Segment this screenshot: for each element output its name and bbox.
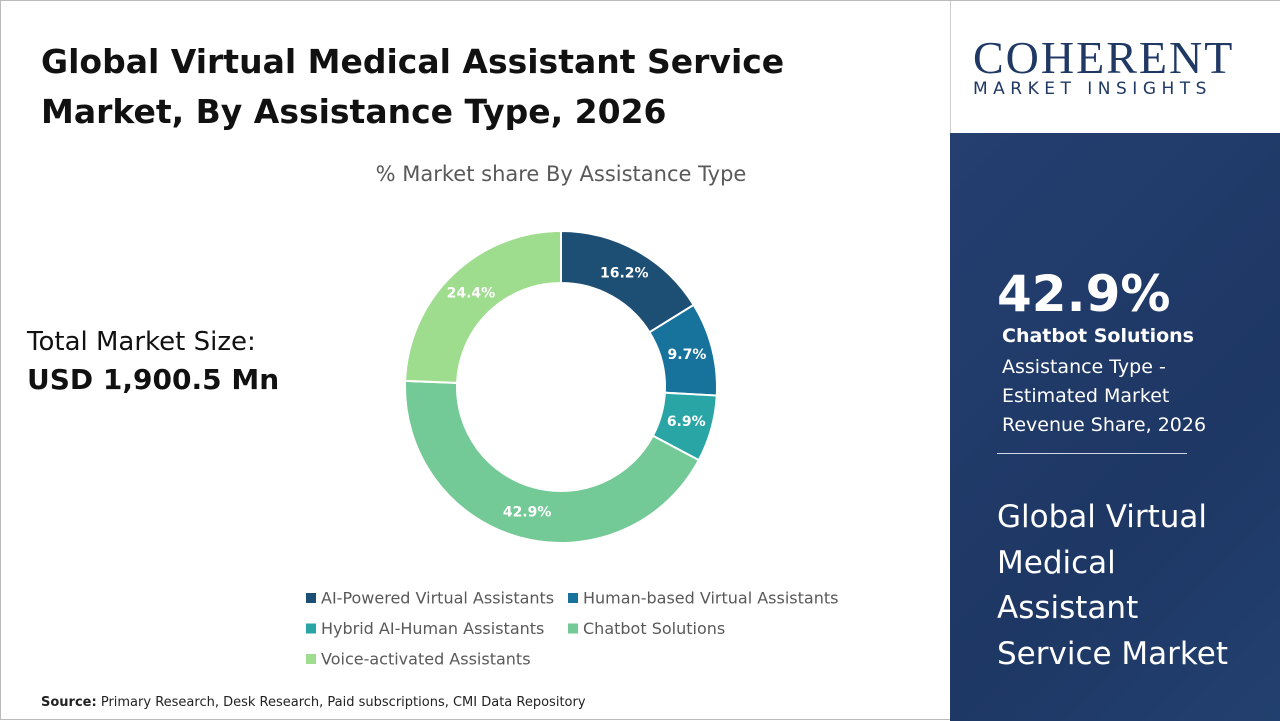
logo-tagline: MARKET INSIGHTS	[973, 79, 1212, 99]
highlight-description: Assistance Type - Estimated Market Reven…	[1002, 356, 1207, 436]
data-label: 6.9%	[667, 414, 706, 430]
legend-swatch	[568, 623, 578, 634]
logo-name: COHERENT	[973, 32, 1235, 83]
legend-label: Human-based Virtual Assistants	[583, 589, 838, 608]
divider	[997, 453, 1187, 454]
legend-label: AI-Powered Virtual Assistants	[321, 589, 554, 608]
legend-swatch	[306, 593, 316, 603]
data-label: 16.2%	[600, 265, 649, 281]
chart: % Market share By Assistance Type 16.2% 9…	[306, 162, 838, 669]
market-size-value: USD 1,900.5 Mn	[27, 363, 280, 396]
logo: COHERENT MARKET INSIGHTS	[950, 1, 1280, 133]
legend-swatch	[568, 593, 578, 603]
chart-title: % Market share By Assistance Type	[376, 162, 747, 186]
legend-label: Hybrid AI-Human Assistants	[321, 619, 544, 638]
sidebar-title: Global Virtual Medical Assistant Service…	[997, 499, 1228, 672]
page-title: Global Virtual Medical Assistant Service…	[41, 42, 785, 131]
source: Source: Primary Research, Desk Research,…	[41, 695, 586, 710]
donut-segment	[404, 229, 562, 384]
data-label: 24.4%	[447, 285, 496, 301]
legend-label: Voice-activated Assistants	[321, 650, 531, 669]
legend-swatch	[306, 654, 316, 664]
sidebar: COHERENT MARKET INSIGHTS 42.9% Chatbot S…	[950, 1, 1280, 721]
highlight-segment: Chatbot Solutions	[1002, 325, 1194, 347]
market-size-label: Total Market Size:	[27, 327, 256, 357]
highlight-panel: 42.9% Chatbot Solutions Assistance Type …	[950, 133, 1280, 721]
data-label: 42.9%	[503, 505, 552, 521]
legend-swatch	[306, 623, 316, 634]
data-label: 9.7%	[668, 347, 707, 363]
source-text: Primary Research, Desk Research, Paid su…	[100, 695, 586, 710]
highlight-value: 42.9%	[997, 265, 1171, 323]
donut-segment	[404, 379, 701, 544]
legend-label: Chatbot Solutions	[583, 619, 725, 638]
source-label: Source:	[41, 695, 97, 710]
